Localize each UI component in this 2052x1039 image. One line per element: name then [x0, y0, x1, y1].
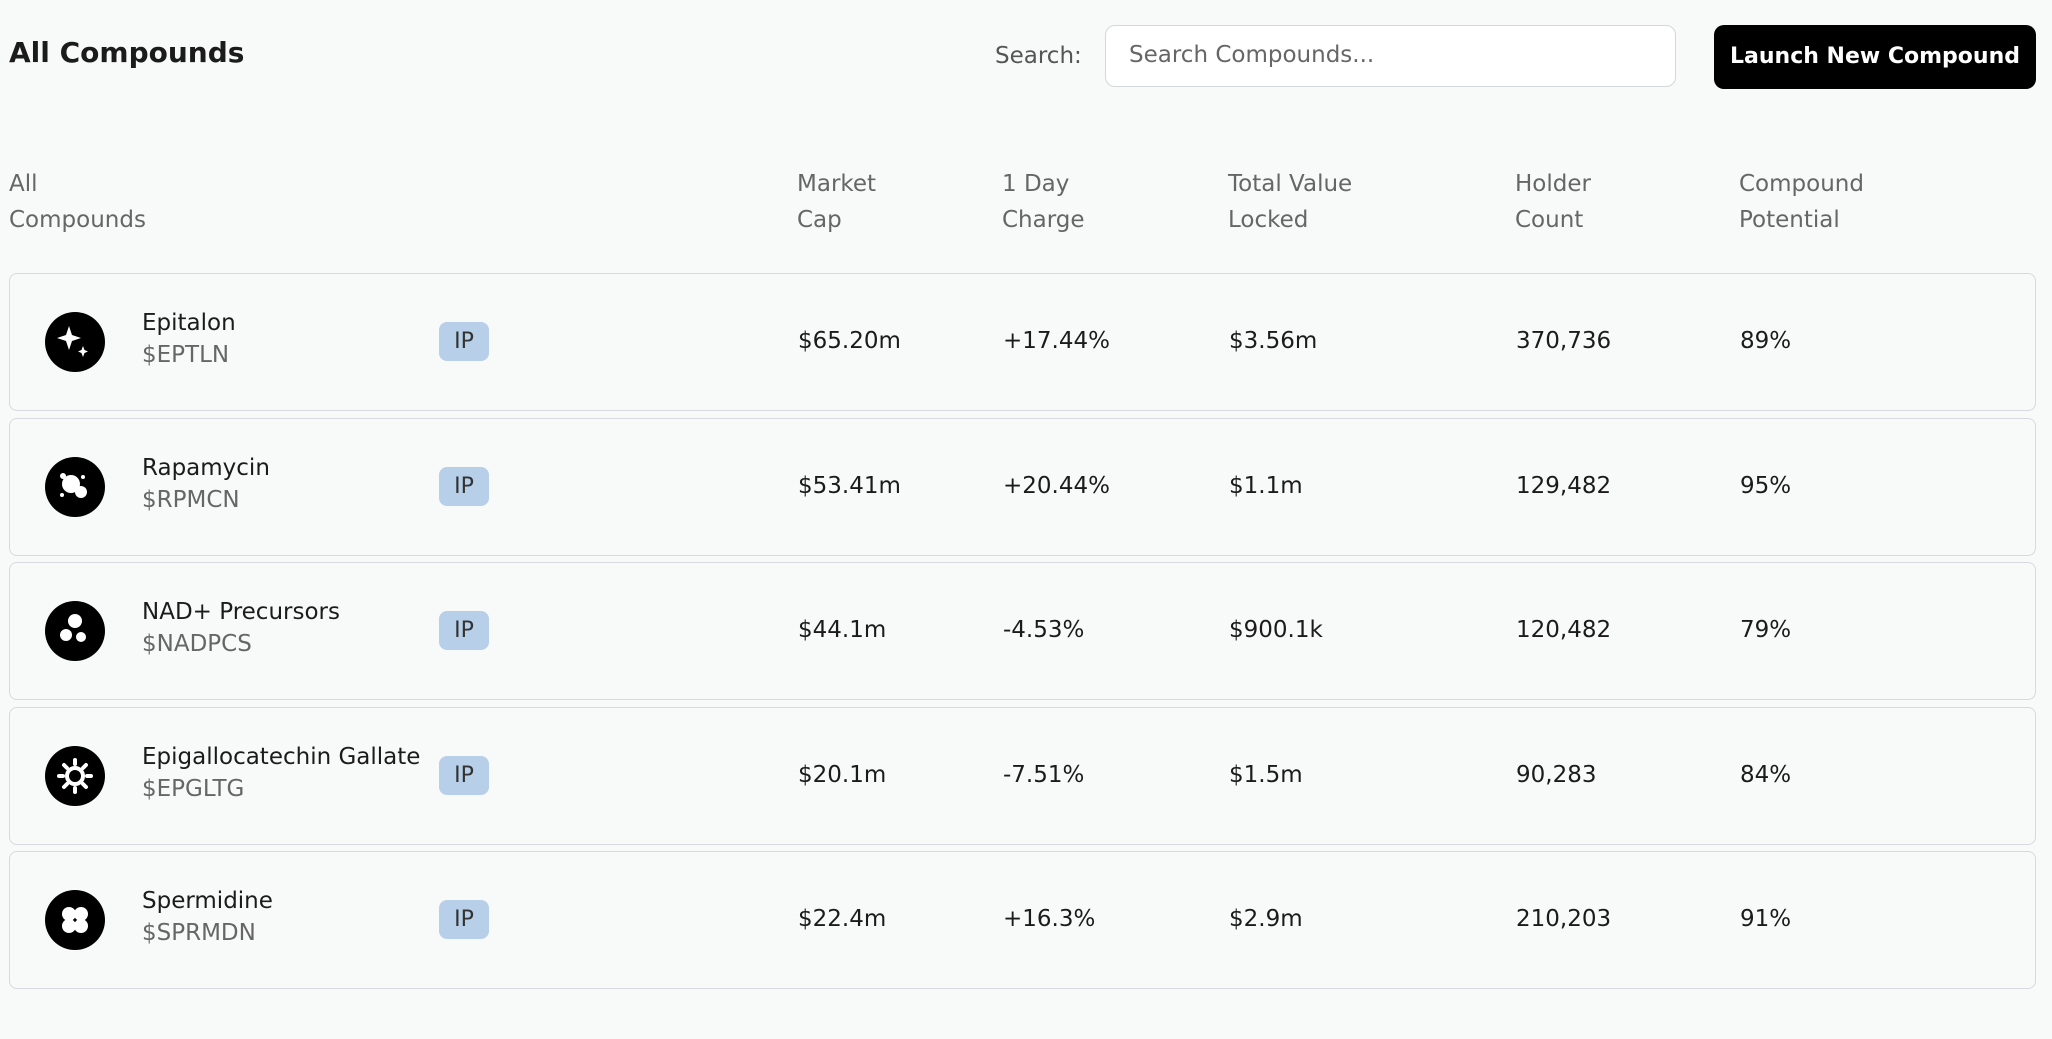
compound-ticker: $NADPCS — [142, 631, 252, 658]
compound-ticker: $RPMCN — [142, 486, 240, 513]
search-label: Search: — [995, 43, 1082, 69]
compound-ticker: $EPGLTG — [142, 775, 245, 802]
compound-name: Rapamycin — [142, 454, 270, 481]
ip-badge: IP — [439, 900, 489, 940]
holders: 90,283 — [1516, 761, 1597, 788]
market-cap: $22.4m — [798, 906, 887, 933]
ip-badge: IP — [439, 322, 489, 361]
compound-row[interactable]: Spermidine $SPRMDN IP $22.4m +16.3% $2.9m 210,… — [9, 851, 2036, 990]
ip-badge: IP — [439, 466, 489, 506]
compound-icon — [45, 601, 105, 665]
column-header: All Compounds — [9, 171, 146, 233]
compound-icon — [45, 890, 105, 954]
change: -7.51% — [1003, 761, 1085, 788]
change: -4.53% — [1003, 617, 1085, 644]
potential: 95% — [1740, 472, 1792, 499]
potential: 91% — [1740, 906, 1792, 933]
market-cap: $53.41m — [798, 472, 901, 499]
compound-row[interactable]: Epitalon $EPTLN IP $65.20m +17.44% $3.56m 370,… — [9, 273, 2036, 411]
launch-button[interactable]: Launch New Compound — [1714, 25, 2036, 89]
compound-ticker: $EPTLN — [142, 342, 230, 368]
compound-name: NAD+ Precursors — [142, 599, 340, 626]
tvl: $2.9m — [1229, 906, 1303, 933]
potential: 89% — [1740, 328, 1792, 354]
tvl: $1.5m — [1229, 761, 1303, 788]
market-cap: $20.1m — [798, 761, 887, 788]
compound-name: Epitalon — [142, 310, 236, 336]
ip-badge: IP — [439, 755, 489, 795]
holders: 210,203 — [1516, 906, 1612, 933]
search-input[interactable]: Search Compounds... — [1105, 25, 1676, 87]
compound-ticker: $SPRMDN — [142, 920, 256, 947]
ip-badge: IP — [439, 611, 489, 651]
holders: 129,482 — [1516, 472, 1612, 499]
compound-icon — [45, 312, 105, 376]
compound-row[interactable]: Epigallocatechin Gallate $EPGLTG IP $20.1m -… — [9, 706, 2036, 845]
column-header: 1 Day Charge — [1002, 171, 1085, 233]
compound-icon — [45, 456, 105, 521]
market-cap: $65.20m — [798, 328, 901, 354]
column-header: Holder Count — [1515, 171, 1591, 233]
page-title: All Compounds — [9, 36, 245, 69]
column-header: Compound Potential — [1739, 171, 1864, 233]
tvl: $3.56m — [1229, 328, 1318, 354]
potential: 84% — [1740, 761, 1792, 788]
compound-row[interactable]: NAD+ Precursors $NADPCS IP $44.1m -4.53% $900… — [9, 562, 2036, 701]
market-cap: $44.1m — [798, 617, 887, 644]
column-header: Total Value Locked — [1228, 171, 1353, 233]
change: +17.44% — [1003, 328, 1110, 354]
change: +20.44% — [1003, 472, 1110, 499]
tvl: $900.1k — [1229, 617, 1323, 644]
holders: 120,482 — [1516, 617, 1612, 644]
compound-icon — [45, 745, 105, 810]
compound-name: Epigallocatechin Gallate — [142, 743, 421, 770]
column-header: Market Cap — [797, 171, 877, 233]
holders: 370,736 — [1516, 328, 1612, 354]
change: +16.3% — [1003, 906, 1096, 933]
compound-name: Spermidine — [142, 888, 273, 915]
potential: 79% — [1740, 617, 1792, 644]
compound-row[interactable]: Rapamycin $RPMCN IP $53.41m +20.44% $1.1m 129,… — [9, 417, 2036, 556]
tvl: $1.1m — [1229, 472, 1303, 499]
